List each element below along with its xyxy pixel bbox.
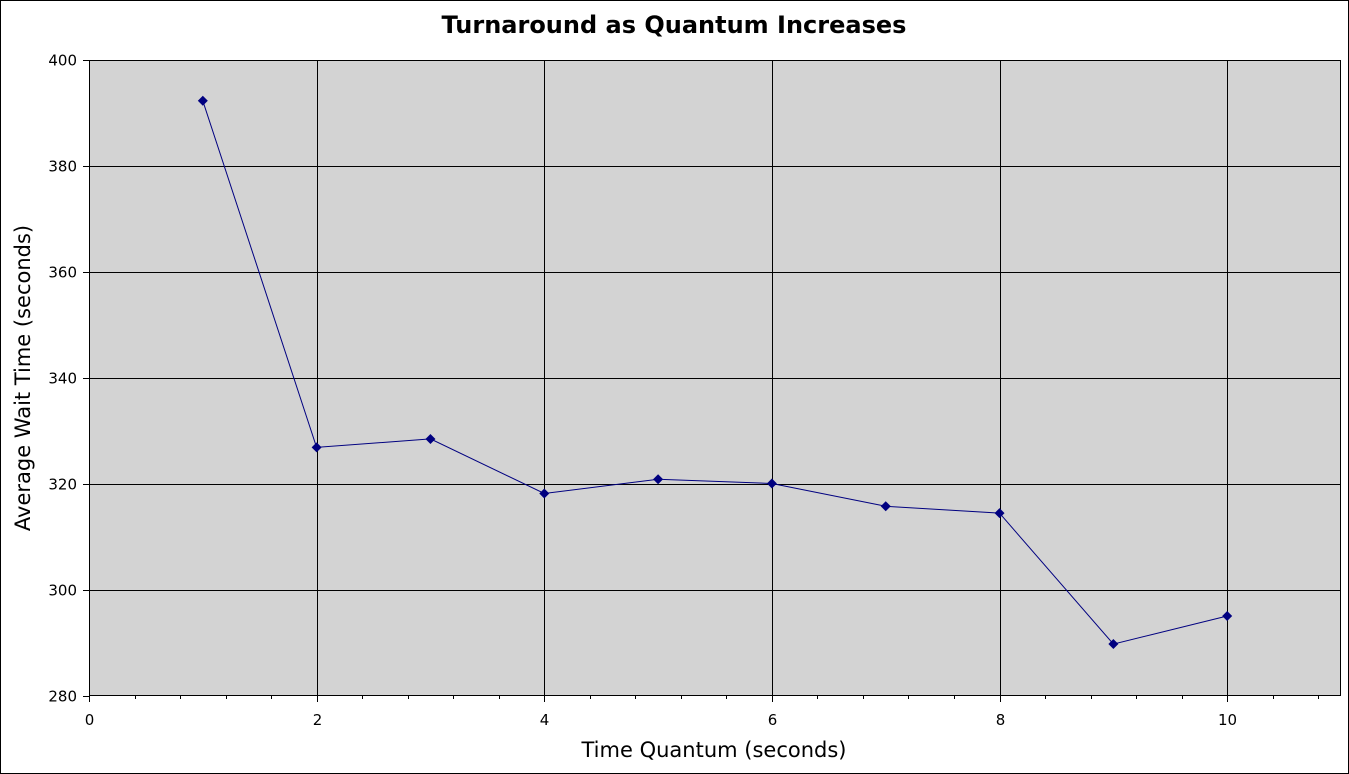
y-tick-label: 320 xyxy=(48,476,77,494)
plot-frame xyxy=(89,60,1341,696)
data-point xyxy=(880,501,891,512)
x-tick-label: 2 xyxy=(313,711,323,729)
data-point xyxy=(311,442,322,453)
data-point xyxy=(653,474,664,485)
x-tick-label: 8 xyxy=(996,711,1006,729)
data-point xyxy=(425,433,436,444)
grid-lines xyxy=(89,60,1341,696)
y-tick-label: 340 xyxy=(48,370,77,388)
data-point xyxy=(1222,610,1233,621)
y-tick-label: 380 xyxy=(48,158,77,176)
data-point xyxy=(1108,639,1119,650)
x-tick-label: 4 xyxy=(540,711,550,729)
data-series xyxy=(197,95,1233,650)
data-point xyxy=(766,478,777,489)
y-tick-label: 360 xyxy=(48,264,77,282)
x-axis-title: Time Quantum (seconds) xyxy=(581,738,847,762)
axes: 280 300 320 340 360 380 400 0 2 4 6 8 10 xyxy=(48,52,1341,729)
data-point xyxy=(539,488,550,499)
data-point xyxy=(197,95,208,106)
x-tick-label: 0 xyxy=(85,711,95,729)
y-tick-label: 300 xyxy=(48,582,77,600)
y-axis-title: Average Wait Time (seconds) xyxy=(11,225,35,531)
x-tick-label: 6 xyxy=(768,711,778,729)
y-tick-label: 280 xyxy=(48,688,77,706)
series-line xyxy=(202,100,1228,645)
data-point xyxy=(994,508,1005,519)
y-tick-label: 400 xyxy=(48,52,77,70)
chart-title: Turnaround as Quantum Increases xyxy=(442,11,907,39)
x-tick-label: 10 xyxy=(1218,711,1237,729)
